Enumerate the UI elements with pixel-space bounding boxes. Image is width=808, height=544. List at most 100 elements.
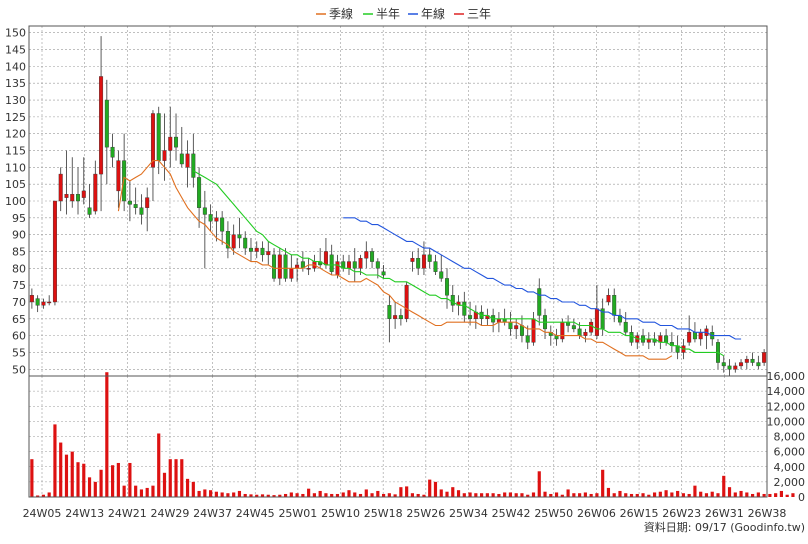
volume-bar — [751, 493, 755, 497]
candle-body — [721, 362, 726, 367]
candle-body — [750, 358, 755, 363]
candle-body — [52, 200, 57, 303]
volume-bar — [289, 492, 293, 497]
volume-bar — [393, 494, 397, 497]
volume-bar — [151, 485, 155, 497]
moving-average-line-2 — [193, 170, 725, 357]
candle-body — [606, 295, 611, 303]
price-tick-label: 85 — [12, 245, 26, 258]
candle-body — [110, 146, 115, 158]
volume-bar — [756, 492, 760, 497]
candle-body — [64, 194, 69, 198]
candle-body — [202, 207, 207, 215]
volume-bar — [537, 471, 541, 497]
volume-bar — [612, 493, 616, 497]
candle-body — [525, 335, 530, 343]
candle-body — [99, 76, 104, 175]
volume-bar — [474, 493, 478, 497]
volume-bar — [330, 493, 334, 497]
candle-body — [272, 254, 277, 279]
volume-bar — [462, 493, 466, 497]
volume-bar — [301, 493, 305, 497]
price-tick-label: 110 — [5, 161, 26, 174]
candle-body — [145, 197, 150, 208]
volume-bar — [324, 493, 328, 497]
volume-bar — [203, 489, 207, 497]
candle-body — [87, 207, 92, 215]
volume-bar — [618, 490, 622, 497]
candle-body — [756, 362, 761, 367]
volume-bar — [376, 490, 380, 497]
volume-bars — [30, 372, 795, 497]
volume-bar — [232, 492, 236, 497]
volume-tick-label: 12,000 — [767, 400, 806, 413]
volume-bar — [237, 490, 242, 497]
volume-bar — [733, 492, 737, 497]
week-tick-label: 24W21 — [108, 507, 147, 520]
volume-bar — [514, 493, 518, 497]
volume-bar — [341, 492, 345, 497]
candle-body — [35, 298, 40, 306]
price-tick-label: 70 — [12, 296, 26, 309]
volume-bar — [554, 492, 559, 497]
volume-bar — [214, 491, 218, 497]
volume-bar — [266, 494, 270, 497]
week-tick-label: 24W29 — [151, 507, 190, 520]
candle-body — [364, 251, 369, 259]
volume-bar — [595, 493, 599, 497]
volume-bar — [76, 462, 80, 497]
volume-bar — [739, 490, 743, 497]
volume-bar — [491, 493, 495, 497]
candle-body — [289, 268, 294, 279]
volume-bar — [209, 490, 213, 497]
candle-body — [370, 251, 375, 262]
price-tick-label: 135 — [5, 77, 26, 90]
volume-bar — [451, 487, 455, 497]
volume-bar — [197, 490, 201, 497]
volume-bar — [399, 487, 403, 497]
volume-bar — [578, 493, 582, 497]
price-tick-label: 145 — [5, 44, 26, 57]
volume-tick-label: 2,000 — [774, 476, 806, 489]
candle-body — [744, 358, 749, 363]
candle-body — [335, 261, 340, 276]
candle-body — [237, 234, 242, 239]
volume-bar — [370, 493, 374, 497]
volume-tick-label: 8,000 — [774, 431, 806, 444]
volume-bar — [485, 493, 489, 497]
volume-bar — [82, 463, 86, 497]
volume-bar — [272, 495, 276, 497]
volume-bar — [658, 491, 662, 497]
volume-bar — [768, 493, 772, 497]
week-tick-label: 25W34 — [449, 507, 488, 520]
candle-body — [427, 254, 432, 262]
week-tick-label: 24W45 — [236, 507, 275, 520]
volume-bar — [791, 493, 795, 497]
volume-bar — [422, 494, 426, 497]
candle-body — [398, 315, 403, 319]
candle-body — [70, 194, 75, 202]
volume-bar — [255, 494, 259, 497]
volume-bar — [480, 493, 484, 497]
candle-body — [76, 194, 80, 202]
moving-average-line-3 — [343, 217, 742, 340]
volume-bar — [704, 493, 709, 497]
candle-body — [58, 173, 63, 202]
week-tick-label: 26W31 — [705, 507, 744, 520]
price-tick-label: 90 — [12, 229, 26, 242]
volume-bar — [382, 493, 386, 497]
moving-average-lines — [117, 160, 742, 360]
price-tick-label: 50 — [12, 363, 26, 376]
volume-bar — [347, 490, 351, 497]
candle-body — [450, 295, 455, 306]
volume-bar — [180, 459, 184, 497]
volume-bar — [497, 493, 501, 497]
volume-bar — [681, 493, 685, 497]
candle-body — [727, 365, 732, 370]
candle-body — [416, 258, 421, 269]
week-tick-label: 26W06 — [577, 507, 616, 520]
volume-tick-label: 14,000 — [767, 385, 806, 398]
volume-bar — [629, 493, 634, 497]
candle-body — [122, 160, 127, 202]
candle-body — [508, 321, 513, 330]
